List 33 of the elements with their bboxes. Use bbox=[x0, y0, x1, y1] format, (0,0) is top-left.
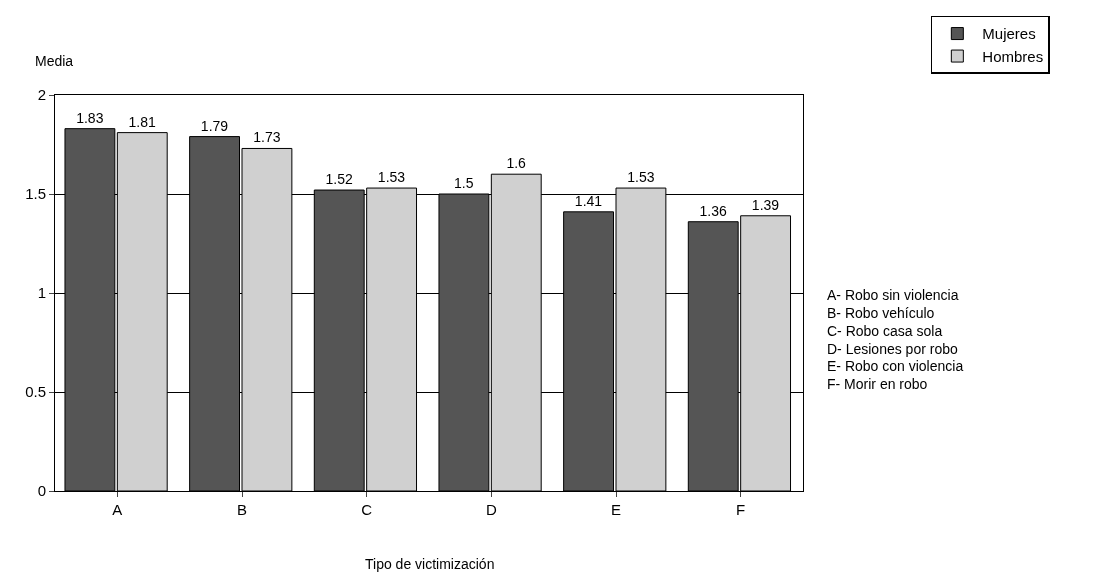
y-tick-label: 1.5 bbox=[25, 185, 46, 203]
data-label: 1.5 bbox=[454, 175, 474, 191]
x-tick-label: E bbox=[610, 501, 622, 518]
data-label: 1.81 bbox=[128, 113, 156, 130]
x-tick-label: F bbox=[736, 501, 746, 518]
text: A- Robo sin violencia bbox=[827, 287, 959, 303]
data-label: 1.53 bbox=[377, 169, 406, 186]
x-axis-title: Tipo de victimización bbox=[365, 556, 495, 572]
text: B- Robo vehículo bbox=[827, 305, 935, 321]
data-label: 1.6 bbox=[506, 155, 527, 172]
data-label: 1.36 bbox=[699, 202, 727, 219]
y-tick-label: 0.5 bbox=[25, 383, 46, 401]
x-tick-label: B bbox=[236, 501, 248, 518]
data-label: 1.52 bbox=[325, 171, 353, 188]
text: D- Lesiones por robo bbox=[827, 341, 958, 357]
legend-label: Mujeres bbox=[982, 25, 1036, 43]
text: F- Morir en robo bbox=[827, 376, 928, 392]
y-tick-label: 2 bbox=[37, 86, 46, 104]
x-tick-label: A bbox=[112, 501, 123, 518]
data-label: 1.83 bbox=[76, 109, 104, 126]
legend-label: Hombres bbox=[982, 47, 1044, 65]
y-tick-label: 0 bbox=[37, 482, 46, 500]
text: C- Robo casa sola bbox=[827, 323, 943, 339]
data-label: 1.73 bbox=[253, 129, 281, 146]
data-label: 1.39 bbox=[751, 196, 780, 213]
y-tick-label: 1 bbox=[37, 284, 46, 302]
x-tick-label: C bbox=[361, 501, 373, 518]
data-label: 1.53 bbox=[627, 169, 655, 186]
y-axis-title: Media bbox=[35, 53, 74, 69]
data-label: 1.79 bbox=[200, 117, 229, 134]
text: E- Robo con violencia bbox=[827, 358, 964, 374]
data-label: 1.41 bbox=[574, 192, 603, 209]
x-tick-label: D bbox=[485, 501, 497, 518]
